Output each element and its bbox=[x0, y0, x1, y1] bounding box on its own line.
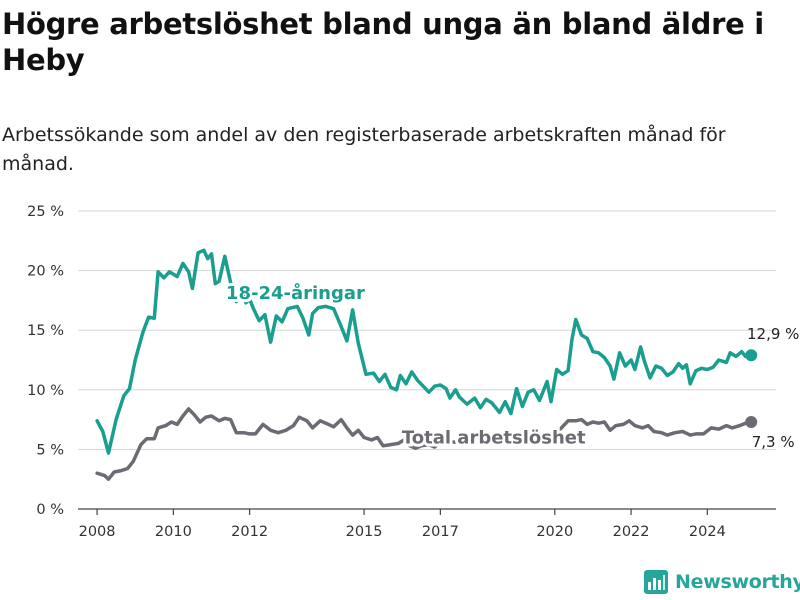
x-tick-label: 2024 bbox=[689, 524, 726, 540]
x-tick-label: 2020 bbox=[536, 524, 573, 540]
series-line-young bbox=[95, 248, 753, 455]
series-labels: 12,9 % 7,3 % 18-24-åringar Total arbetslösh… bbox=[223, 279, 799, 451]
y-axis-tick-labels: 0 % 5 % 10 % 15 % 20 % 25 % bbox=[27, 204, 64, 518]
chart-title: Högre arbetslöshet bland unga än bland ä… bbox=[2, 7, 764, 77]
series-label-total: Total arbetslöshet bbox=[402, 427, 586, 448]
end-value-label-young: 12,9 % bbox=[747, 325, 799, 343]
newsworthy-brand: Newsworthy bbox=[644, 567, 800, 597]
x-tick-label: 2008 bbox=[79, 524, 116, 540]
series-lines bbox=[95, 248, 758, 481]
x-tick-label: 2010 bbox=[155, 524, 192, 540]
y-tick-label: 5 % bbox=[36, 442, 64, 458]
brand-name: Newsworthy bbox=[675, 571, 800, 593]
newsworthy-logo-icon bbox=[644, 570, 668, 594]
x-tick-label: 2017 bbox=[422, 524, 459, 540]
y-tick-label: 0 % bbox=[36, 502, 64, 518]
end-marker-young bbox=[745, 349, 758, 362]
end-value-label-total: 7,3 % bbox=[752, 433, 795, 451]
series-line-total bbox=[95, 407, 753, 481]
series-label-young: 18-24-åringar bbox=[226, 282, 365, 304]
end-marker-total bbox=[745, 415, 758, 428]
x-tick-label: 2015 bbox=[346, 524, 383, 540]
chart-subtitle: Arbetssökande som andel av den registerb… bbox=[2, 124, 726, 175]
y-tick-label: 25 % bbox=[27, 204, 64, 220]
x-tick-label: 2012 bbox=[231, 524, 268, 540]
y-tick-label: 15 % bbox=[27, 323, 64, 339]
x-axis: 2008 2010 2012 2015 2017 2020 2022 2024 bbox=[79, 509, 726, 540]
line-chart: 0 %5 %10 %15 %20 %25 % 2008 2010 2012 2015 2… bbox=[27, 204, 799, 540]
gridlines bbox=[78, 210, 776, 510]
y-tick-label: 10 % bbox=[27, 383, 64, 399]
y-tick-label: 20 % bbox=[27, 264, 64, 280]
x-tick-label: 2022 bbox=[613, 524, 650, 540]
